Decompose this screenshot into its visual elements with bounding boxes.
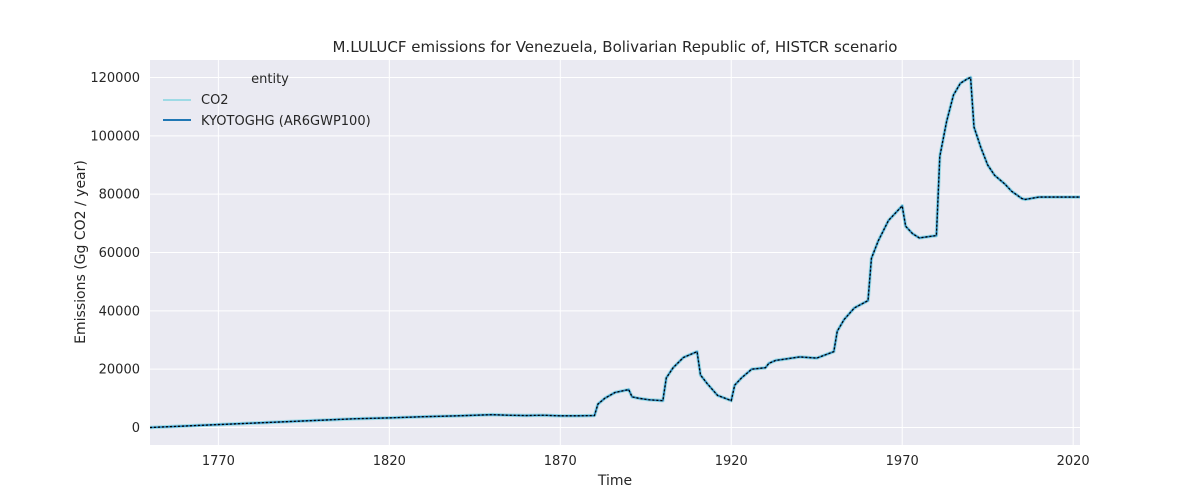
y-tick-label: 80000 — [99, 188, 140, 203]
y-tick-label: 20000 — [99, 363, 140, 378]
legend-title: entity — [251, 72, 289, 87]
y-tick-label: 0 — [132, 421, 140, 436]
x-axis: 1770 1820 1870 1920 1970 2020 — [202, 454, 1090, 469]
y-tick-label: 40000 — [99, 304, 140, 319]
legend: entity CO2 KYOTOGHG (AR6GWP100) — [163, 72, 371, 129]
series-layer — [149, 75, 1080, 430]
x-tick-label: 2020 — [1057, 454, 1090, 469]
legend-label-co2: CO2 — [201, 93, 229, 108]
series-overlay-dotted — [149, 76, 1080, 429]
grid — [150, 60, 1080, 445]
x-tick-label: 1970 — [886, 454, 919, 469]
x-tick-label: 1870 — [544, 454, 577, 469]
y-axis: 0 20000 40000 60000 80000 100000 120000 — [90, 71, 140, 436]
y-tick-label: 120000 — [90, 71, 140, 86]
x-axis-label: Time — [597, 473, 632, 489]
x-tick-label: 1820 — [373, 454, 406, 469]
y-axis-label: Emissions (Gg CO2 / year) — [73, 160, 89, 344]
chart-title: M.LULUCF emissions for Venezuela, Boliva… — [332, 38, 897, 56]
y-tick-label: 60000 — [99, 246, 140, 261]
x-tick-label: 1920 — [715, 454, 748, 469]
legend-label-kyotoghg: KYOTOGHG (AR6GWP100) — [201, 114, 371, 129]
y-tick-label: 100000 — [90, 129, 140, 144]
x-tick-label: 1770 — [202, 454, 235, 469]
